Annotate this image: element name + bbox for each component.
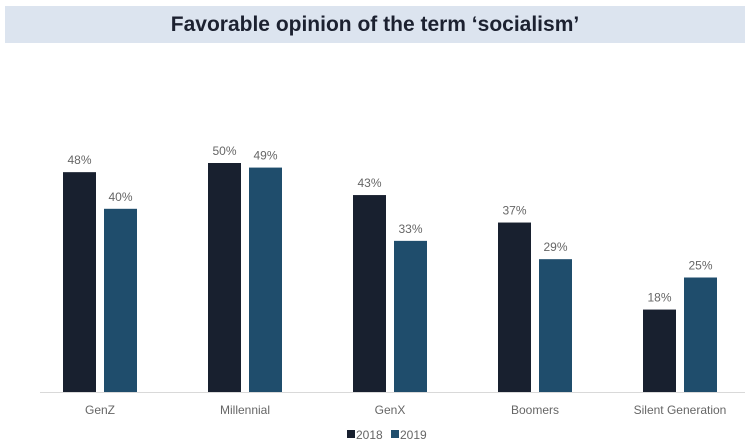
data-label: 43% <box>357 176 381 190</box>
data-label: 29% <box>543 240 567 254</box>
bar-2018-millennial <box>208 163 241 392</box>
bar-2018-boomers <box>498 222 531 392</box>
data-label: 49% <box>253 149 277 163</box>
legend-label-2019: 2019 <box>400 428 427 442</box>
bar-2019-boomers <box>539 259 572 392</box>
bar-2018-silent-generation <box>643 309 676 392</box>
data-label: 33% <box>398 222 422 236</box>
bar-2019-silent-generation <box>684 277 717 392</box>
bar-2018-genz <box>63 172 96 392</box>
legend-swatch-2019 <box>391 430 399 438</box>
data-label: 37% <box>502 204 526 218</box>
bar-2019-genx <box>394 240 427 392</box>
data-label: 40% <box>108 190 132 204</box>
chart-title: Favorable opinion of the term ‘socialism… <box>5 6 745 43</box>
data-label: 50% <box>212 144 236 158</box>
data-label: 48% <box>67 153 91 167</box>
category-label: GenZ <box>85 403 115 417</box>
data-label: 25% <box>688 259 712 273</box>
legend-swatch-2018 <box>347 430 355 438</box>
data-label: 18% <box>647 291 671 305</box>
category-label: Boomers <box>511 403 559 417</box>
bar-2019-millennial <box>249 167 282 392</box>
category-label: Millennial <box>220 403 270 417</box>
bar-2018-genx <box>353 195 386 392</box>
bar-2019-genz <box>104 208 137 392</box>
category-label: GenX <box>375 403 406 417</box>
category-label: Silent Generation <box>634 403 727 417</box>
legend-label-2018: 2018 <box>356 428 383 442</box>
